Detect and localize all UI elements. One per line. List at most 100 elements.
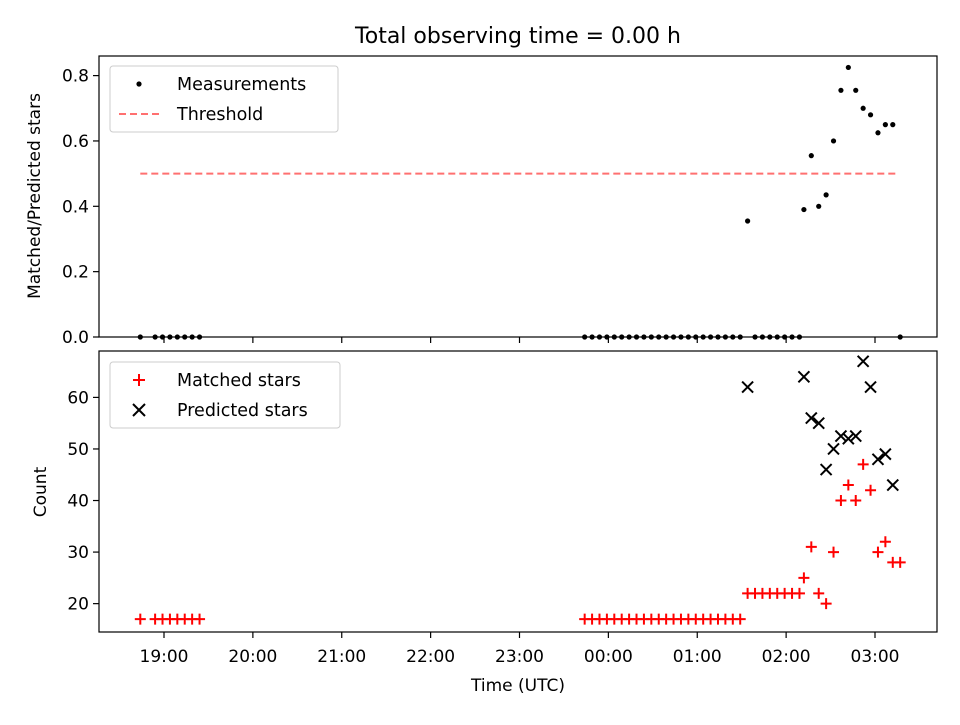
measurement-point xyxy=(730,334,736,340)
predicted-stars-point xyxy=(797,370,811,383)
measurement-point xyxy=(656,334,662,340)
x-tick-label: 19:00 xyxy=(140,647,189,667)
measurement-point xyxy=(633,334,640,340)
measurement-point xyxy=(782,334,788,340)
measurement-point xyxy=(796,334,803,340)
matched-stars-point xyxy=(865,484,877,496)
count-y-tick-label: 50 xyxy=(67,440,89,460)
measurements-legend-label: Measurements xyxy=(177,75,306,95)
measurement-point xyxy=(700,334,706,340)
measurement-point xyxy=(189,334,195,340)
measurement-point xyxy=(596,334,603,340)
count-y-ticks: 20 30 40 50 60 xyxy=(67,388,99,615)
measurements-legend-marker xyxy=(136,81,142,87)
predicted-stars-legend-marker xyxy=(132,403,146,417)
measurement-point xyxy=(745,218,751,224)
matched-stars-point xyxy=(842,479,854,491)
measurement-point xyxy=(853,87,859,93)
ratio-y-axis-label: Matched/Predicted stars xyxy=(25,93,45,299)
predicted-stars-point xyxy=(819,463,833,476)
count-y-tick-label: 60 xyxy=(67,388,89,408)
ratio-legend: Measurements Threshold xyxy=(109,65,339,133)
ratio-y-tick-label: 0.0 xyxy=(62,328,89,348)
x-tick-label: 00:00 xyxy=(584,647,633,667)
matched-stars-point xyxy=(813,587,825,599)
ratio-y-ticks: 0.0 0.2 0.4 0.6 0.8 xyxy=(62,67,99,348)
predicted-stars-point xyxy=(812,416,825,430)
matched-stars-point xyxy=(820,598,832,610)
matched-stars-point xyxy=(857,458,869,470)
ratio-y-tick-label: 0.8 xyxy=(62,67,89,87)
measurement-point xyxy=(759,334,766,340)
measurement-point xyxy=(722,334,728,340)
measurement-point xyxy=(611,334,617,340)
measurement-point xyxy=(882,122,888,128)
predicted-stars-point xyxy=(805,411,818,425)
measurement-point xyxy=(860,105,866,111)
count-y-tick-label: 20 xyxy=(67,595,89,615)
measurement-point xyxy=(137,334,143,340)
predicted-stars-point xyxy=(879,447,892,461)
measurement-point xyxy=(838,87,844,93)
measurement-point xyxy=(159,334,166,340)
matched-stars-point xyxy=(879,536,891,548)
x-tick-label: 02:00 xyxy=(762,647,811,667)
measurement-point xyxy=(152,334,158,340)
measurement-point xyxy=(715,334,721,340)
measurement-point xyxy=(619,334,625,340)
predicted-stars-point xyxy=(834,429,848,443)
ratio-legend-box xyxy=(109,65,339,133)
ratio-panel: Matched/Predicted stars 0.00.20.40.60.8 … xyxy=(25,55,938,348)
matched-stars-point xyxy=(798,572,810,584)
x-tick-label: 20:00 xyxy=(228,647,277,667)
measurement-point xyxy=(845,64,851,71)
count-legend: Matched stars Predicted stars xyxy=(109,361,341,429)
measurement-point xyxy=(897,334,903,340)
x-tick-label: 03:00 xyxy=(851,647,900,667)
x-axis-label: Time (UTC) xyxy=(470,676,565,696)
measurement-point xyxy=(816,203,822,209)
matched-stars-point xyxy=(850,495,862,507)
matched-stars-legend-marker xyxy=(133,374,145,386)
measurement-point xyxy=(167,334,173,340)
ratio-y-tick-label: 0.2 xyxy=(62,263,89,283)
measurement-point xyxy=(823,192,829,198)
x-tick-label: 01:00 xyxy=(673,647,722,667)
count-panel: Count 20 30 40 50 60 19:00 20:00 21:00 22:00 23:… xyxy=(31,350,938,696)
measurement-point xyxy=(589,334,595,340)
measurement-point xyxy=(830,138,837,144)
x-tick-label: 21:00 xyxy=(317,647,366,667)
matched-stars-point xyxy=(835,495,847,507)
measurement-point xyxy=(626,334,632,340)
measurement-point xyxy=(801,206,807,213)
measurement-point xyxy=(875,130,881,136)
matched-stars-point xyxy=(793,587,805,599)
predicted-stars-legend-label: Predicted stars xyxy=(177,401,308,421)
measurement-point xyxy=(641,334,647,340)
count-legend-box xyxy=(109,361,341,429)
measurement-point xyxy=(174,334,180,340)
predicted-stars-point xyxy=(871,453,885,466)
measurement-point xyxy=(867,112,874,118)
measurement-point xyxy=(582,334,588,340)
measurement-point xyxy=(685,334,691,340)
predicted-stars-point xyxy=(886,478,899,492)
matched-stars-point xyxy=(734,613,746,625)
chart-title: Total observing time = 0.00 h xyxy=(354,24,681,49)
measurement-point xyxy=(693,334,699,340)
x-tick-label: 22:00 xyxy=(406,647,455,667)
matched-stars-point xyxy=(194,613,206,625)
matched-stars-point xyxy=(134,613,146,625)
count-y-tick-label: 30 xyxy=(67,543,89,563)
x-tick-label: 23:00 xyxy=(495,647,544,667)
ratio-y-tick-label: 0.4 xyxy=(62,197,89,217)
matched-stars-point xyxy=(828,546,840,558)
predicted-stars-point xyxy=(864,380,877,394)
count-marks xyxy=(134,355,906,625)
measurement-point xyxy=(196,334,203,340)
count-y-tick-label: 40 xyxy=(67,492,89,512)
measurement-point xyxy=(707,334,714,340)
predicted-stars-point xyxy=(741,380,754,394)
